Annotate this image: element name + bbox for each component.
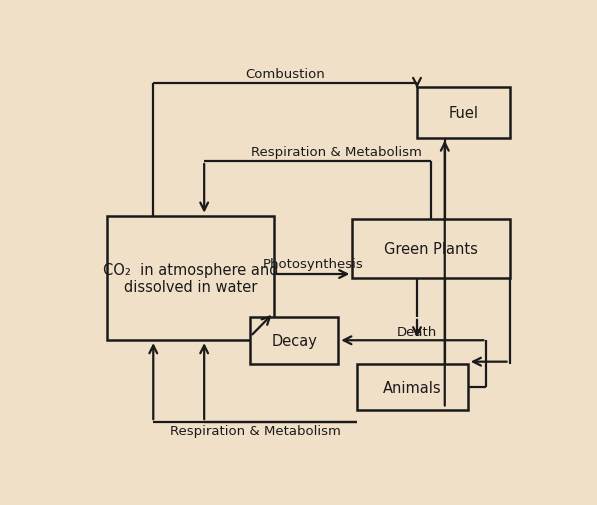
Text: Fuel: Fuel [448, 106, 478, 121]
Text: Combustion: Combustion [245, 68, 325, 81]
Text: Respiration & Metabolism: Respiration & Metabolism [170, 424, 340, 437]
Text: Animals: Animals [383, 380, 442, 395]
Text: Respiration & Metabolism: Respiration & Metabolism [251, 146, 421, 159]
FancyBboxPatch shape [107, 216, 273, 340]
FancyBboxPatch shape [357, 364, 468, 411]
Text: Decay: Decay [272, 333, 318, 348]
FancyBboxPatch shape [417, 88, 510, 138]
FancyBboxPatch shape [352, 220, 510, 278]
Text: Photosynthesis: Photosynthesis [263, 258, 364, 271]
Text: Death: Death [397, 326, 437, 339]
Text: CO₂  in atmosphere and
dissolved in water: CO₂ in atmosphere and dissolved in water [103, 262, 278, 294]
Text: Green Plants: Green Plants [384, 242, 478, 257]
FancyBboxPatch shape [251, 317, 338, 364]
